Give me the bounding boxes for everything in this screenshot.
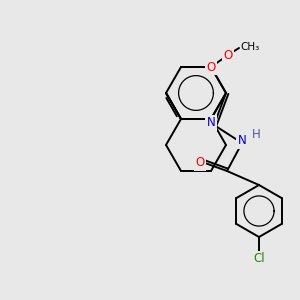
Text: H: H xyxy=(252,128,260,142)
Text: N: N xyxy=(238,134,246,148)
Text: Cl: Cl xyxy=(253,253,265,266)
Text: N: N xyxy=(207,116,215,130)
Text: O: O xyxy=(224,49,232,62)
Text: O: O xyxy=(195,157,205,169)
Text: O: O xyxy=(206,61,216,74)
Text: CH₃: CH₃ xyxy=(240,42,259,52)
